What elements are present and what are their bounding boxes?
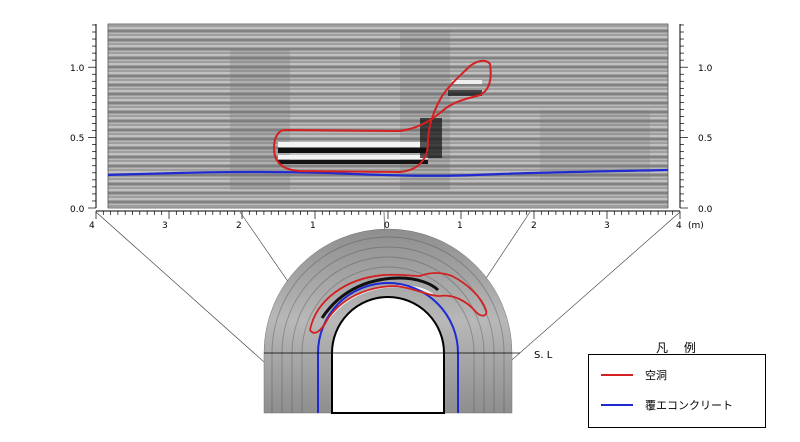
legend-swatch-cavity bbox=[601, 374, 633, 376]
right-y-axis: 0.0 0.5 1.0 bbox=[679, 24, 713, 215]
legend-item-lining: 覆エコンクリート bbox=[601, 397, 733, 413]
x-unit-label: (m) bbox=[688, 221, 704, 231]
spring-line-label: S. L bbox=[534, 350, 553, 361]
x-tick-left-1: 1 bbox=[310, 221, 316, 231]
cavity-outline bbox=[272, 59, 492, 174]
lining-boundary-line bbox=[107, 168, 669, 177]
x-tick-left-2: 2 bbox=[236, 221, 242, 231]
radar-profile-panel bbox=[107, 23, 669, 209]
legend-label-cavity: 空洞 bbox=[645, 369, 667, 382]
left-y-axis: 0.0 0.5 1.0 bbox=[70, 24, 97, 215]
radar-background bbox=[108, 24, 668, 208]
y-tick-right-0-5: 0.5 bbox=[698, 134, 712, 144]
legend-swatch-lining bbox=[601, 404, 633, 406]
y-tick-1-0: 1.0 bbox=[70, 64, 85, 74]
legend-item-cavity: 空洞 bbox=[601, 367, 667, 383]
x-axis: 4 3 2 1 0 1 2 3 4 (m) bbox=[89, 210, 704, 231]
tunnel-band-texture bbox=[271, 236, 505, 413]
x-tick-center-0: 0 bbox=[384, 221, 390, 231]
y-tick-right-0: 0.0 bbox=[698, 205, 713, 215]
y-tick-0-5: 0.5 bbox=[70, 134, 84, 144]
x-tick-left-3: 3 bbox=[162, 221, 168, 231]
x-tick-right-2: 2 bbox=[531, 221, 537, 231]
tunnel-cavity-outline bbox=[309, 272, 488, 334]
tunnel-cross-section: S. L bbox=[263, 228, 553, 414]
legend-box: 空洞 覆エコンクリート bbox=[588, 354, 766, 428]
x-tick-right-3: 3 bbox=[604, 221, 610, 231]
legend-label-lining: 覆エコンクリート bbox=[645, 399, 733, 412]
x-tick-right-4: 4 bbox=[676, 221, 682, 231]
y-tick-0: 0.0 bbox=[70, 205, 85, 215]
tunnel-interior bbox=[331, 296, 445, 414]
radar-texture bbox=[108, 24, 668, 208]
y-tick-right-1-0: 1.0 bbox=[698, 64, 713, 74]
x-tick-right-1: 1 bbox=[457, 221, 463, 231]
x-tick-left-4: 4 bbox=[89, 221, 95, 231]
legend-title: 凡 例 bbox=[656, 341, 702, 355]
